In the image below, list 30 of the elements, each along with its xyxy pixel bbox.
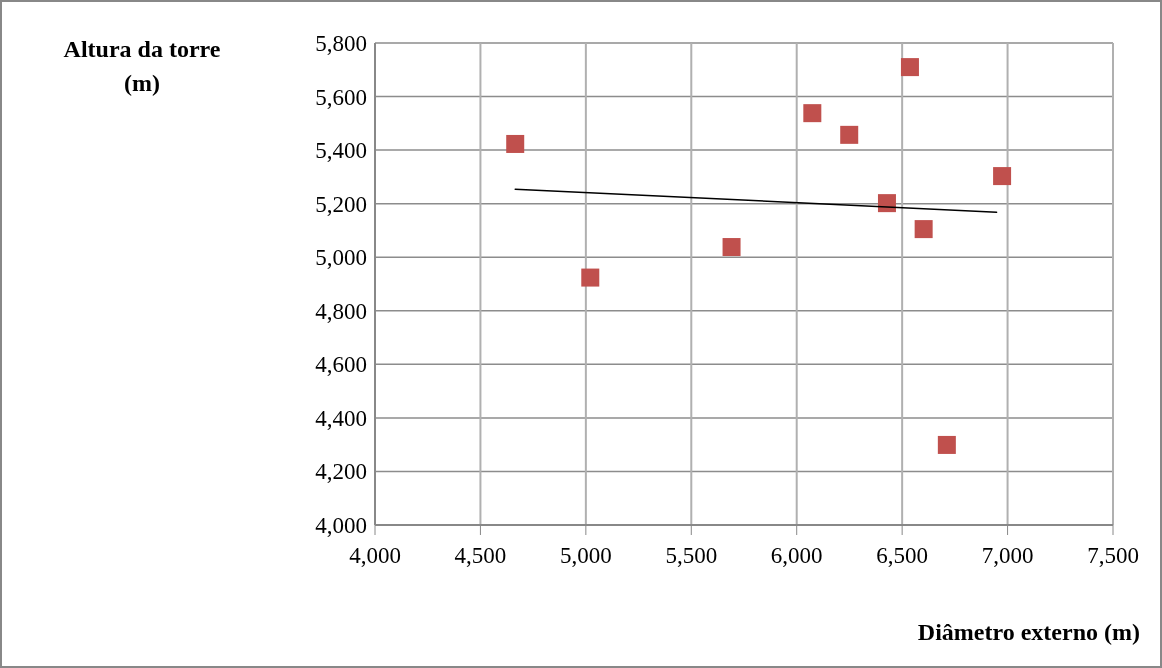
point (900, 58, 919, 77)
x-tick-label: 6,500 (876, 543, 929, 568)
x-tick-label: 7,500 (1087, 543, 1139, 568)
x-tick-label: 4,000 (349, 543, 401, 568)
y-tick-label: 5,600 (315, 84, 367, 110)
y-axis-title: Altura da torre (m) (63, 36, 221, 96)
x-tick-label: 7,000 (981, 543, 1034, 568)
point (914, 220, 933, 239)
x-tick-label: 5,000 (559, 543, 612, 568)
y-tick-label: 4,000 (315, 513, 367, 539)
point (840, 125, 859, 144)
y-tick-label: 4,200 (315, 459, 367, 485)
y-tick-label: 5,400 (315, 138, 367, 164)
x-axis-title: Diâmetro externo (m) (917, 619, 1140, 645)
point (581, 268, 600, 287)
y-tick-label: 5,000 (315, 245, 367, 271)
point (722, 238, 741, 257)
point (506, 134, 525, 153)
y-tick-label: 5,800 (315, 31, 367, 57)
y-tick-label: 5,200 (315, 191, 367, 217)
y-tick-label: 4,800 (315, 298, 367, 324)
point (937, 435, 956, 454)
x-tick-label: 5,500 (665, 543, 718, 568)
point (803, 104, 822, 123)
y-tick-label: 4,400 (315, 405, 367, 431)
point (993, 167, 1012, 186)
y-tick-label: 4,600 (315, 352, 367, 378)
point (877, 194, 896, 213)
x-tick-label: 6,000 (770, 543, 823, 568)
x-tick-label: 4,500 (454, 543, 507, 568)
